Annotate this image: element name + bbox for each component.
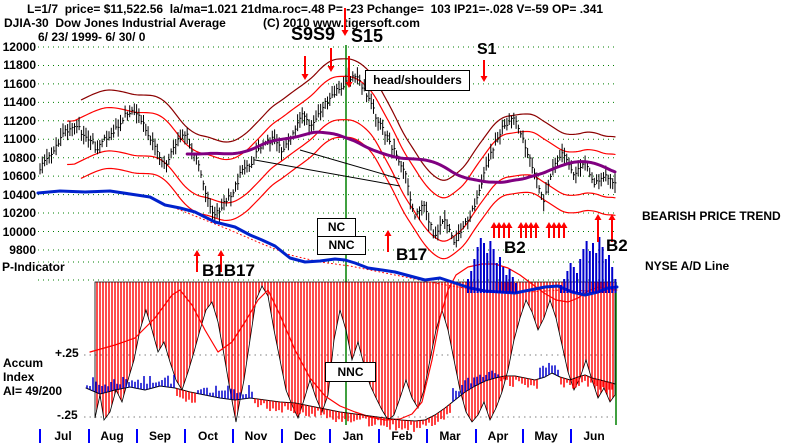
month-label-feb: Feb bbox=[391, 429, 413, 443]
y-axis-label-10200: 10200 bbox=[2, 206, 36, 221]
symbol-title: DJIA-30 Dow Jones Industrial Average bbox=[4, 16, 226, 30]
month-label-jun: Jun bbox=[583, 429, 605, 443]
header-stats-line: L=1/7 price= $11,522.56 la/ma=1.021 21dm… bbox=[27, 2, 604, 16]
label-plus25: +.25 bbox=[55, 346, 79, 360]
label-bearish-price-trend: BEARISH PRICE TREND bbox=[642, 209, 781, 223]
label-b17: B17 bbox=[396, 245, 428, 264]
y-axis-label-9800: 9800 bbox=[9, 242, 36, 257]
y-axis-label-10400: 10400 bbox=[2, 187, 36, 202]
y-axis-label-11800: 11800 bbox=[3, 58, 36, 73]
label-index: Index bbox=[3, 370, 35, 384]
callout-head-shoulders: head/shoulders bbox=[365, 70, 470, 91]
callout-nnc-upper: NNC bbox=[317, 236, 366, 255]
copyright-watermark: (C) 2010 www.tigersoft.com bbox=[263, 16, 420, 30]
label-p-indicator: P-Indicator bbox=[2, 260, 65, 274]
month-label-may: May bbox=[534, 429, 558, 443]
month-label-nov: Nov bbox=[244, 429, 268, 443]
y-axis-label-11600: 11600 bbox=[3, 76, 36, 91]
y-axis-label-11400: 11400 bbox=[3, 95, 36, 110]
y-axis-label-12000: 12000 bbox=[2, 40, 36, 54]
month-label-dec: Dec bbox=[293, 429, 316, 443]
callout-nc: NC bbox=[317, 218, 356, 237]
label-s1: S1 bbox=[477, 41, 497, 58]
y-axis-label-11000: 11000 bbox=[3, 132, 36, 147]
label-b2-june: B2 bbox=[606, 236, 628, 255]
label-b2-april: B2 bbox=[504, 238, 526, 257]
date-range-label: 6/ 23/ 1999- 6/ 30/ 0 bbox=[38, 30, 146, 44]
y-axis-label-10000: 10000 bbox=[2, 224, 36, 239]
label-accum: Accum bbox=[3, 356, 44, 370]
month-label-sep: Sep bbox=[148, 429, 171, 443]
label-s9s9: S9S9 bbox=[291, 24, 336, 44]
y-axis-label-10600: 10600 bbox=[2, 169, 36, 184]
month-label-oct: Oct bbox=[197, 429, 218, 443]
month-label-aug: Aug bbox=[100, 429, 124, 443]
label-ai-ratio: AI= 49/200 bbox=[3, 384, 63, 398]
month-label-jul: Jul bbox=[54, 429, 72, 443]
y-axis-label-10800: 10800 bbox=[2, 150, 36, 165]
month-label-jan: Jan bbox=[342, 429, 364, 443]
label-b1b17: B1B17 bbox=[202, 261, 255, 280]
month-label-mar: Mar bbox=[439, 429, 461, 443]
label-s15: S15 bbox=[351, 26, 384, 46]
month-label-apr: Apr bbox=[487, 429, 509, 443]
label-nyse-ad-line: NYSE A/D Line bbox=[645, 259, 730, 273]
y-axis-label-11200: 11200 bbox=[3, 113, 36, 128]
label-minus25: -.25 bbox=[57, 408, 78, 422]
callout-nnc-lower: NNC bbox=[325, 362, 376, 382]
